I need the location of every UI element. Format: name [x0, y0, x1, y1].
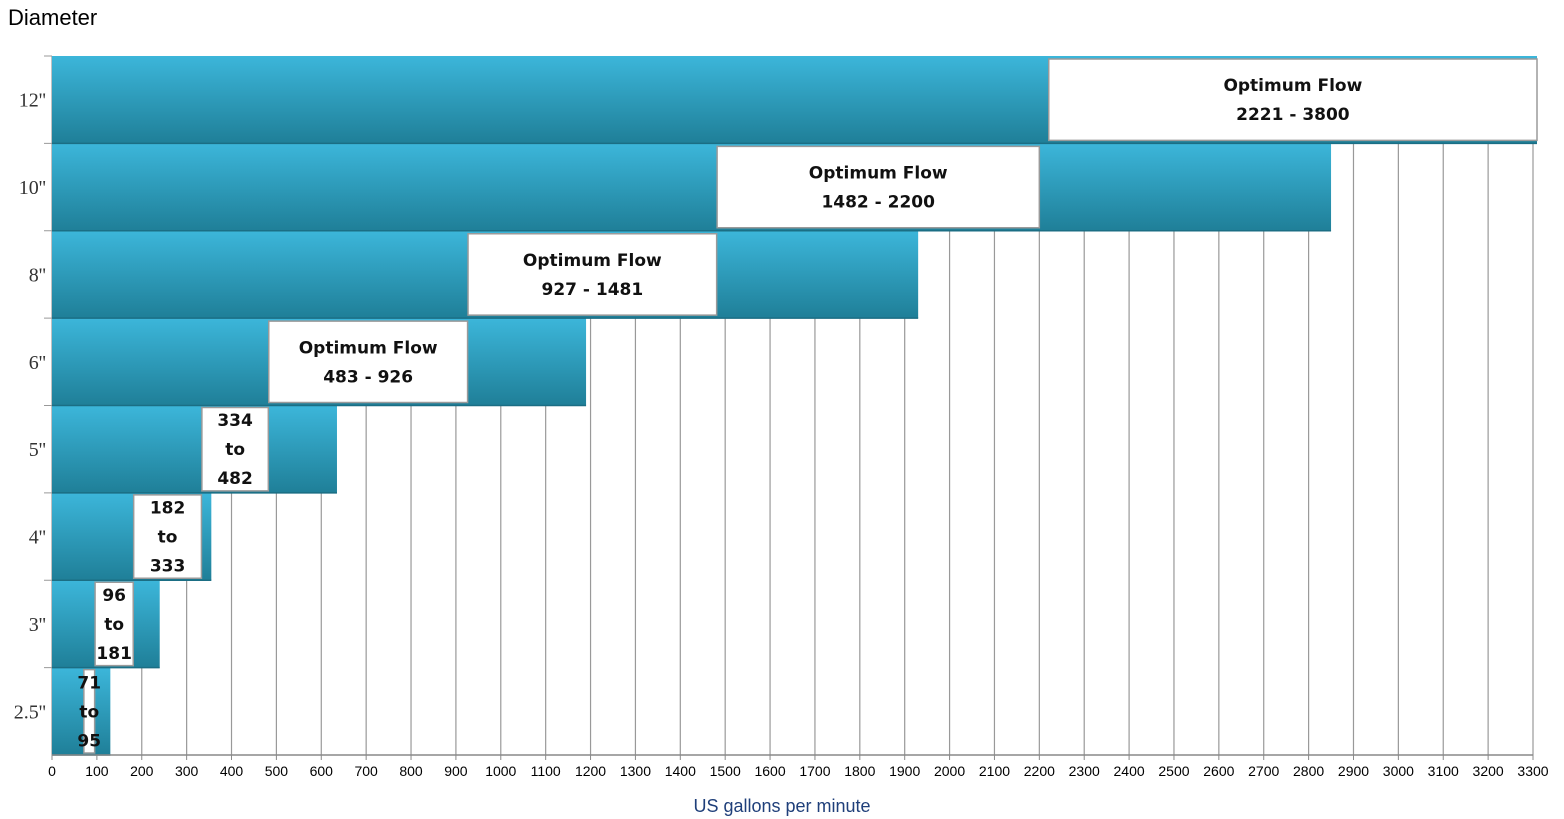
x-tick-label: 2300 [1069, 763, 1100, 779]
x-tick-label: 300 [175, 763, 199, 779]
x-tick-label: 800 [399, 763, 423, 779]
optimum-label: Optimum Flow [1223, 76, 1362, 96]
x-tick-label: 3200 [1473, 763, 1504, 779]
optimum-label: 182 [150, 499, 186, 519]
optimum-box [201, 406, 270, 492]
optimum-label: 181 [96, 644, 132, 664]
y-tick-label: 3'' [29, 614, 46, 636]
optimum-label: 333 [150, 557, 186, 577]
optimum-label: Optimum Flow [809, 164, 948, 184]
x-tick-label: 3100 [1428, 763, 1459, 779]
x-tick-label: 2400 [1114, 763, 1145, 779]
bar [52, 667, 111, 755]
x-tick-label: 1700 [799, 763, 830, 779]
x-tick-label: 1200 [575, 763, 606, 779]
x-axis-label-text: US gallons per minute [693, 796, 871, 816]
y-tick-label: 5'' [29, 439, 46, 461]
optimum-label: 927 - 1481 [541, 280, 643, 300]
x-tick-label: 1400 [665, 763, 696, 779]
x-tick-label: 2100 [979, 763, 1010, 779]
optimum-label: to [225, 440, 245, 460]
x-tick-label: 1500 [710, 763, 741, 779]
y-tick-label: 6'' [29, 352, 46, 374]
x-tick-label: 900 [444, 763, 468, 779]
x-axis-label: US gallons per minute [0, 796, 1564, 817]
x-tick-label: 1100 [531, 763, 561, 779]
y-tick-label: 8'' [29, 264, 46, 286]
x-tick-label: 1900 [889, 763, 920, 779]
y-tick-label: 12'' [19, 90, 46, 112]
optimum-label: 2221 - 3800 [1236, 105, 1350, 125]
x-tick-label: 2600 [1203, 763, 1234, 779]
optimum-label: Optimum Flow [523, 251, 662, 271]
optimum-label: 96 [102, 586, 126, 606]
optimum-box [268, 320, 469, 404]
x-tick-label: 1000 [485, 763, 516, 779]
y-tick-label: 2.5'' [14, 701, 46, 723]
x-tick-label: 3300 [1517, 763, 1548, 779]
optimum-box [716, 145, 1041, 229]
bars [52, 56, 1537, 756]
x-tick-label: 400 [220, 763, 244, 779]
x-tick-label: 1800 [844, 763, 875, 779]
optimum-label: to [104, 615, 124, 635]
optimum-label: 1482 - 2200 [821, 193, 935, 213]
x-tick-label: 600 [310, 763, 334, 779]
optimum-box [467, 233, 718, 316]
optimum-label: 334 [217, 411, 253, 431]
optimum-label: to [79, 702, 99, 722]
optimum-box [1048, 58, 1538, 142]
y-tick-label: 4'' [29, 527, 46, 549]
bar [52, 143, 1332, 231]
y-tick-label: 10'' [19, 177, 46, 199]
bar [52, 405, 337, 493]
x-tick-label: 2200 [1024, 763, 1055, 779]
x-tick-label: 2500 [1158, 763, 1189, 779]
optimum-box [132, 494, 203, 579]
x-tick-label: 0 [48, 763, 56, 779]
x-tick-label: 1300 [620, 763, 651, 779]
optimum-label: 482 [217, 469, 253, 489]
x-tick-label: 2800 [1293, 763, 1324, 779]
x-tick-label: 2900 [1338, 763, 1369, 779]
x-tick-label: 700 [354, 763, 378, 779]
optimum-label: 483 - 926 [323, 367, 413, 387]
x-tick-label: 500 [265, 763, 289, 779]
x-tick-label: 200 [130, 763, 154, 779]
x-tick-label: 2000 [934, 763, 965, 779]
optimum-box [83, 668, 96, 754]
optimum-label: 71 [77, 673, 101, 693]
x-tick-label: 100 [85, 763, 109, 779]
optimum-box [94, 581, 134, 667]
x-tick-label: 2700 [1248, 763, 1279, 779]
chart-title: Diameter [8, 5, 98, 30]
x-tick-label: 1600 [754, 763, 785, 779]
x-tick-label: 3000 [1383, 763, 1414, 779]
optimum-label: 95 [77, 731, 101, 751]
optimum-label: to [158, 528, 178, 548]
axes: 2.5'' 3'' 4'' 5'' 6'' 8'' 10'' 12'' 0 100 200 300 40… [14, 55, 1549, 779]
optimum-boxes: 71 to 95 96 to 181 182 to 333 334 to 482 Optimum Flo… [77, 58, 1538, 754]
optimum-label: Optimum Flow [299, 338, 438, 358]
